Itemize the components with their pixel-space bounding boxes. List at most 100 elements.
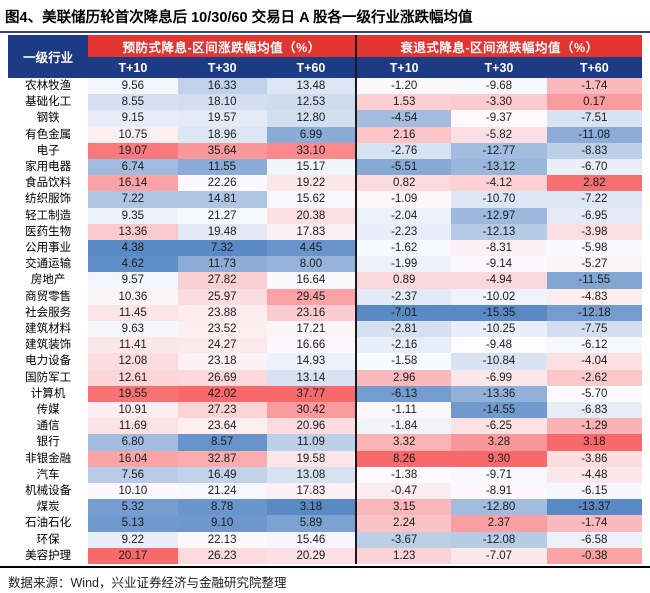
value-cell: 10.75 (88, 126, 178, 143)
col-header-recessionary-t60: T+60 (546, 57, 642, 78)
value-cell: 5.89 (266, 515, 357, 532)
value-cell: -1.84 (355, 418, 452, 435)
sector-label: 家用电器 (8, 159, 89, 176)
value-cell: 10.10 (88, 483, 178, 500)
value-cell: 27.82 (177, 272, 267, 289)
value-cell: -14.55 (451, 402, 547, 419)
value-cell: -5.98 (546, 240, 642, 257)
value-cell: -7.75 (546, 321, 642, 338)
sector-label: 公用事业 (8, 240, 89, 257)
value-cell: -7.51 (546, 110, 642, 127)
title-underline (0, 31, 650, 33)
sector-label: 医药生物 (8, 223, 89, 241)
sector-label: 计算机 (8, 385, 89, 403)
value-cell: 29.45 (266, 288, 357, 305)
value-cell: 9.15 (88, 110, 178, 127)
value-cell: -13.37 (546, 499, 642, 516)
sector-label: 农林牧渔 (8, 78, 89, 95)
value-cell: 17.21 (266, 321, 357, 338)
table-row: 计算机 19.55 42.02 37.77 -6.13 -13.36 -5.70 (8, 385, 642, 403)
value-cell: -12.08 (451, 531, 547, 548)
value-cell: 20.96 (266, 418, 357, 435)
value-cell: 6.74 (88, 159, 178, 176)
value-cell: 7.56 (88, 466, 178, 484)
value-cell: -6.99 (451, 369, 547, 386)
value-cell: -1.20 (355, 78, 452, 95)
table-row: 轻工制造 9.35 21.27 20.38 -2.04 -12.97 -6.95 (8, 207, 642, 224)
value-cell: -9.68 (451, 78, 547, 95)
value-cell: 8.00 (266, 256, 357, 273)
value-cell: 0.89 (355, 272, 452, 289)
sector-label: 环保 (8, 531, 89, 548)
value-cell: 5.32 (88, 499, 178, 516)
value-cell: 4.45 (266, 240, 357, 257)
value-cell: -3.86 (546, 450, 642, 467)
value-cell: 19.07 (88, 142, 178, 160)
value-cell: 9.56 (88, 78, 178, 95)
col-header-preventive-t10: T+10 (88, 57, 178, 78)
sector-label: 银行 (8, 434, 89, 451)
table-row: 有色金属 10.75 18.96 6.99 2.16 -5.82 -11.08 (8, 126, 642, 143)
table-row: 非银金融 16.04 32.87 19.58 8.26 9.30 -3.86 (8, 450, 642, 467)
table-row: 石油石化 5.13 9.10 5.89 2.24 2.37 -1.74 (8, 515, 642, 532)
value-cell: 3.15 (355, 499, 452, 516)
value-cell: -5.27 (546, 256, 642, 273)
value-cell: 21.27 (177, 207, 267, 224)
value-cell: 7.22 (88, 191, 178, 208)
value-cell: -8.83 (546, 142, 642, 160)
table-row: 家用电器 6.74 11.55 15.17 -5.51 -13.12 -6.70 (8, 159, 642, 176)
value-cell: -6.95 (546, 207, 642, 224)
table-row: 银行 6.80 8.57 11.09 3.32 3.28 3.18 (8, 434, 642, 451)
value-cell: -0.38 (546, 547, 642, 565)
sector-label: 纺织服饰 (8, 191, 89, 208)
value-cell: 32.87 (177, 450, 267, 467)
sector-label: 有色金属 (8, 126, 89, 143)
value-cell: -10.02 (451, 288, 547, 305)
value-cell: 13.08 (266, 466, 357, 484)
value-cell: 16.64 (266, 272, 357, 289)
value-cell: 0.17 (546, 94, 642, 111)
value-cell: 13.14 (266, 369, 357, 386)
value-cell: 1.53 (355, 94, 452, 111)
value-cell: -6.70 (546, 159, 642, 176)
value-cell: -10.70 (451, 191, 547, 208)
value-cell: 4.62 (88, 256, 178, 273)
table-header: 一级行业 预防式降息-区间涨跌幅均值（%） 衰退式降息-区间涨跌幅均值（%） T… (8, 35, 642, 78)
value-cell: -2.04 (355, 207, 452, 224)
value-cell: 3.18 (266, 499, 357, 516)
value-cell: -2.62 (546, 369, 642, 386)
value-cell: 9.22 (88, 531, 178, 548)
sector-label: 国防军工 (8, 369, 89, 386)
value-cell: -1.74 (546, 78, 642, 95)
table-row: 传媒 10.91 27.23 30.42 -1.11 -14.55 -6.83 (8, 402, 642, 419)
col-header-recessionary-t30: T+30 (451, 57, 547, 78)
value-cell: -3.67 (355, 531, 452, 548)
table-row: 交通运输 4.62 11.73 8.00 -1.99 -9.14 -5.27 (8, 256, 642, 273)
value-cell: 25.97 (177, 288, 267, 305)
value-cell: 37.77 (266, 385, 357, 403)
table-row: 食品饮料 16.14 22.26 19.22 0.82 -4.12 2.82 (8, 175, 642, 192)
sector-label: 建筑材料 (8, 321, 89, 338)
value-cell: -11.08 (546, 126, 642, 143)
corner-header-sector: 一级行业 (8, 35, 89, 78)
sector-label: 非银金融 (8, 450, 89, 467)
value-cell: -4.83 (546, 288, 642, 305)
value-cell: 12.61 (88, 369, 178, 386)
value-cell: -1.58 (355, 353, 452, 370)
value-cell: 26.69 (177, 369, 267, 386)
value-cell: 2.24 (355, 515, 452, 532)
value-cell: -1.99 (355, 256, 452, 273)
value-cell: 9.30 (451, 450, 547, 467)
value-cell: 23.16 (266, 304, 357, 322)
value-cell: -13.36 (451, 385, 547, 403)
value-cell: -4.04 (546, 353, 642, 370)
value-cell: 12.53 (266, 94, 357, 111)
value-cell: -7.22 (546, 191, 642, 208)
table-row: 农林牧渔 9.56 16.33 13.48 -1.20 -9.68 -1.74 (8, 78, 642, 95)
sector-label: 煤炭 (8, 499, 89, 516)
table-row: 环保 9.22 22.13 15.46 -3.67 -12.08 -6.58 (8, 531, 642, 548)
sector-returns-heatmap-table: 一级行业 预防式降息-区间涨跌幅均值（%） 衰退式降息-区间涨跌幅均值（%） T… (8, 35, 642, 565)
value-cell: -11.55 (546, 272, 642, 289)
value-cell: 23.64 (177, 418, 267, 435)
value-cell: 22.26 (177, 175, 267, 192)
